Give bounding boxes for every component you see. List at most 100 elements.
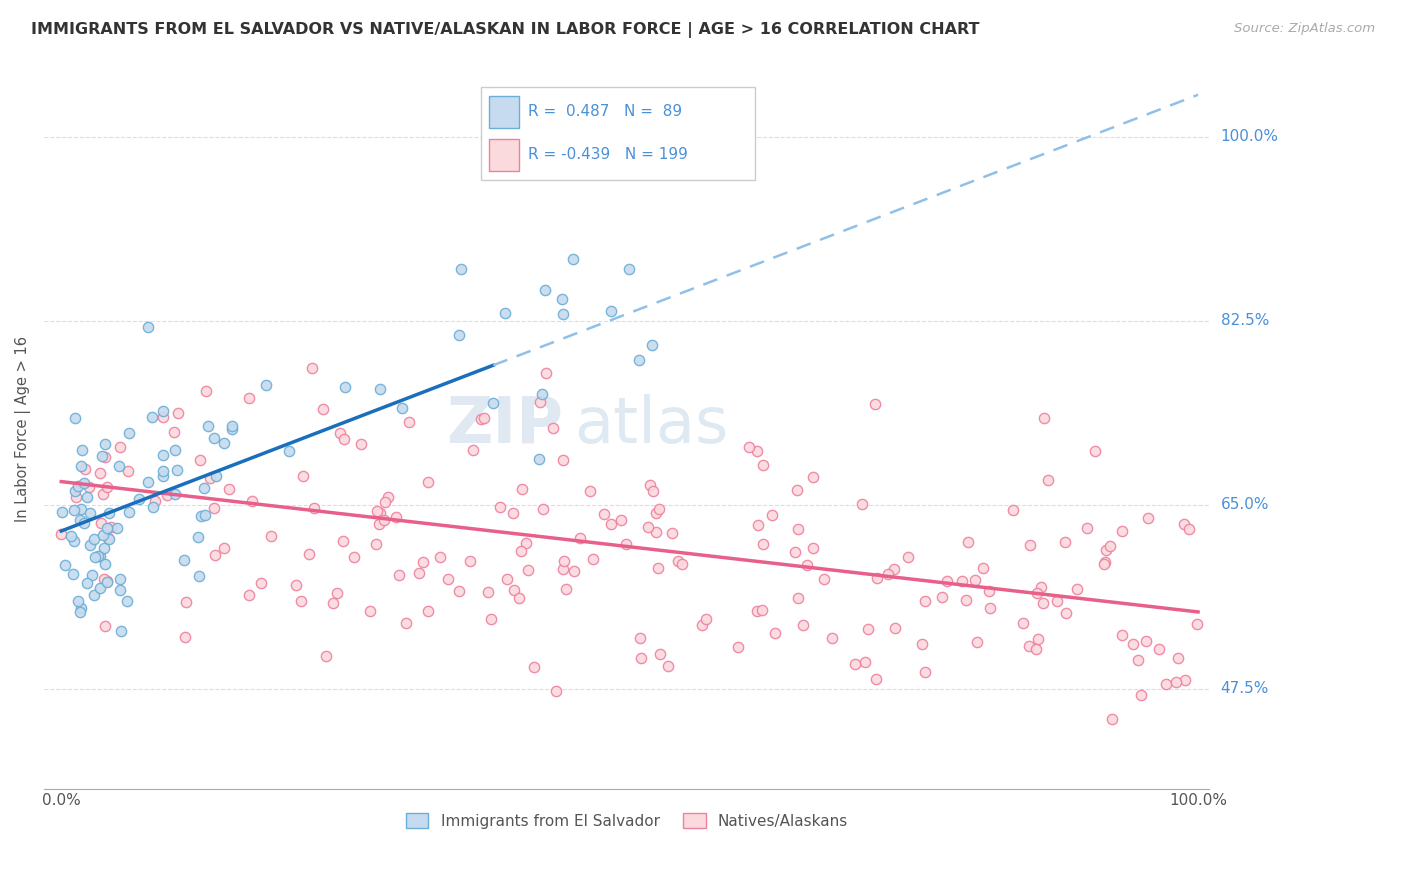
Point: [368, 382, 391, 396]
Point: [617, 262, 640, 277]
Point: [965, 574, 987, 588]
Point: [883, 622, 905, 636]
Point: [368, 506, 391, 520]
Point: [936, 574, 959, 589]
Point: [284, 578, 307, 592]
Point: [856, 623, 879, 637]
Point: [69, 601, 91, 615]
Point: [322, 596, 344, 610]
Point: [312, 401, 335, 416]
Point: [1178, 522, 1201, 536]
Point: [515, 536, 537, 550]
Point: [738, 440, 761, 454]
Point: [1018, 640, 1040, 654]
Point: [51, 505, 73, 519]
Point: [609, 513, 631, 527]
Point: [1038, 473, 1060, 487]
Point: [73, 462, 96, 476]
Point: [449, 327, 471, 342]
Point: [512, 482, 534, 496]
Point: [69, 605, 91, 619]
Point: [508, 591, 530, 605]
Point: [418, 475, 440, 490]
Point: [1029, 580, 1052, 594]
Point: [212, 436, 235, 450]
Point: [335, 379, 357, 393]
Point: [89, 582, 111, 596]
Point: [136, 319, 159, 334]
Point: [745, 444, 768, 458]
Point: [377, 490, 399, 504]
Point: [523, 659, 546, 673]
Point: [1122, 637, 1144, 651]
Point: [1135, 634, 1157, 648]
Point: [110, 583, 132, 598]
Point: [96, 521, 118, 535]
Point: [51, 527, 73, 541]
Point: [76, 490, 98, 504]
Point: [165, 487, 187, 501]
Text: 100.0%: 100.0%: [1220, 129, 1278, 145]
Point: [96, 480, 118, 494]
Point: [65, 484, 87, 499]
Point: [82, 568, 104, 582]
Point: [89, 549, 111, 563]
Point: [128, 492, 150, 507]
Point: [801, 541, 824, 555]
Point: [1137, 510, 1160, 524]
Point: [110, 624, 132, 638]
Point: [876, 566, 898, 581]
Point: [197, 419, 219, 434]
Point: [93, 437, 115, 451]
Point: [364, 536, 387, 550]
Point: [863, 397, 886, 411]
Point: [187, 569, 209, 583]
Point: [238, 391, 260, 405]
Point: [301, 360, 323, 375]
Legend: Immigrants from El Salvador, Natives/Alaskans: Immigrants from El Salvador, Natives/Ala…: [399, 807, 853, 835]
Point: [690, 617, 713, 632]
Point: [950, 574, 973, 588]
Text: IMMIGRANTS FROM EL SALVADOR VS NATIVE/ALASKAN IN LABOR FORCE | AGE > 16 CORRELAT: IMMIGRANTS FROM EL SALVADOR VS NATIVE/AL…: [31, 22, 980, 38]
Point: [436, 572, 458, 586]
Point: [254, 377, 277, 392]
Point: [494, 306, 516, 320]
Point: [83, 588, 105, 602]
Point: [385, 509, 408, 524]
Point: [250, 576, 273, 591]
Point: [510, 544, 533, 558]
Point: [786, 483, 808, 497]
Text: Source: ZipAtlas.com: Source: ZipAtlas.com: [1234, 22, 1375, 36]
Point: [350, 437, 373, 451]
Point: [1094, 555, 1116, 569]
Point: [600, 517, 623, 532]
Point: [366, 504, 388, 518]
Point: [529, 395, 551, 409]
Point: [637, 520, 659, 534]
Point: [727, 640, 749, 655]
Point: [174, 630, 197, 644]
Point: [533, 283, 555, 297]
Point: [221, 419, 243, 434]
Point: [844, 657, 866, 671]
Point: [482, 396, 505, 410]
Point: [277, 444, 299, 458]
Point: [193, 481, 215, 495]
Point: [238, 589, 260, 603]
Point: [110, 440, 132, 454]
Point: [94, 619, 117, 633]
Point: [89, 467, 111, 481]
Point: [332, 533, 354, 548]
Point: [866, 571, 889, 585]
Point: [650, 648, 672, 662]
Point: [450, 262, 472, 277]
Point: [1111, 628, 1133, 642]
Point: [479, 613, 502, 627]
Point: [162, 425, 184, 440]
Point: [914, 594, 936, 608]
Point: [883, 562, 905, 576]
Point: [461, 443, 484, 458]
Point: [1032, 597, 1054, 611]
Point: [972, 561, 994, 575]
Point: [503, 582, 526, 597]
